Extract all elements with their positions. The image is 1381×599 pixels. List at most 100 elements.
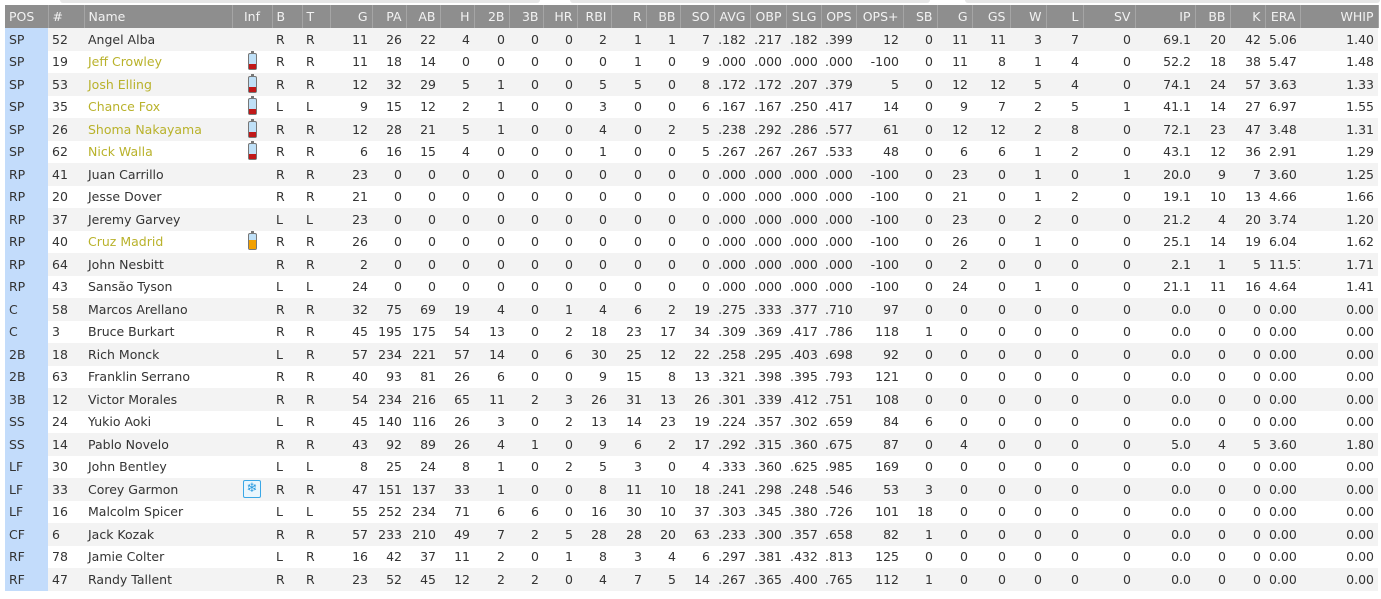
table-row[interactable]: LF 16 Malcolm Spicer L L 55 252 234 71 6 6 0 16 30 10 3…: [5, 500, 1378, 523]
table-row[interactable]: LF 30 John Bentley L L 8 25 24 8 1 0 2 5 3 0 4.333.360.…: [5, 455, 1378, 478]
table-row[interactable]: RP 37 Jeremy Garvey L L 23 0 0 0 0 0 0 0 0 0 0.000.000.…: [5, 208, 1378, 231]
player-name-link[interactable]: Angel Alba: [84, 28, 232, 51]
player-name-link[interactable]: Bruce Burkart: [84, 320, 232, 343]
column-header-g[interactable]: G: [330, 5, 373, 28]
player-name-link[interactable]: Corey Garmon: [84, 478, 232, 501]
column-header-inf[interactable]: Inf: [232, 5, 273, 28]
player-name-link[interactable]: John Bentley: [84, 455, 232, 478]
battery-low-icon[interactable]: [247, 118, 257, 138]
battery-low-icon[interactable]: [247, 73, 257, 93]
column-header-era[interactable]: ERA: [1265, 5, 1301, 28]
table-row[interactable]: C 58 Marcos Arellano R R 32 75 69 19 4 0 1 4 6 2 19.275…: [5, 298, 1378, 321]
table-row[interactable]: SS 14 Pablo Novelo R R 43 92 89 26 4 1 0 9 6 2 17.292.3…: [5, 433, 1378, 456]
table-row[interactable]: CF 6 Jack Kozak R R 57 233 210 49 7 2 5 28 28 20 63.233…: [5, 523, 1378, 546]
player-name-link[interactable]: Juan Carrillo: [84, 163, 232, 186]
tab[interactable]: [60, 0, 540, 3]
column-header-2b[interactable]: 2B: [474, 5, 510, 28]
column-header-w[interactable]: W: [1010, 5, 1047, 28]
battery-low-icon[interactable]: [247, 51, 257, 71]
stat-3b-cell: 2: [509, 388, 543, 411]
column-header-rbi[interactable]: RBI: [577, 5, 612, 28]
table-row[interactable]: RP 40 Cruz Madrid R R 26 0 0 0 0 0 0 0 0 0 0.000.000.00…: [5, 230, 1378, 253]
column-header-b[interactable]: B: [272, 5, 303, 28]
player-name-link[interactable]: Chance Fox: [84, 95, 232, 118]
column-header-r[interactable]: R: [611, 5, 647, 28]
table-row[interactable]: RF 78 Jamie Colter L R 16 42 37 11 2 0 1 8 3 4 6.297.38…: [5, 545, 1378, 568]
table-row[interactable]: 3B 12 Victor Morales R R 54 234 216 65 11 2 3 26 31 13…: [5, 388, 1378, 411]
player-name-link[interactable]: Nick Walla: [84, 140, 232, 163]
column-header-whip[interactable]: WHIP: [1300, 5, 1379, 28]
stat-pa-cell: 15: [372, 95, 406, 118]
snowflake-icon[interactable]: ❄: [243, 480, 261, 499]
column-header-ip[interactable]: IP: [1135, 5, 1196, 28]
tab[interactable]: [965, 0, 1380, 3]
column-header-[interactable]: #: [48, 5, 85, 28]
table-row[interactable]: RP 43 Sansão Tyson L L 24 0 0 0 0 0 0 0 0 0 0.000.000.0…: [5, 275, 1378, 298]
stat-2b-cell: 0: [474, 185, 509, 208]
table-row[interactable]: RP 64 John Nesbitt R R 2 0 0 0 0 0 0 0 0 0 0.000.000.00…: [5, 253, 1378, 276]
column-header-gs[interactable]: GS: [972, 5, 1011, 28]
battery-low-icon[interactable]: [247, 141, 257, 161]
table-row[interactable]: LF 33 Corey Garmon ❄ R R 47 151 137 33 1 0 0 8 11 10 18.…: [5, 478, 1378, 501]
column-header-ops[interactable]: OPS: [821, 5, 857, 28]
column-header-pos[interactable]: POS: [5, 5, 49, 28]
player-name-link[interactable]: Victor Morales: [84, 388, 232, 411]
column-header-name[interactable]: Name: [84, 5, 233, 28]
player-name-link[interactable]: Cruz Madrid: [84, 230, 232, 253]
stat-rbi-cell: 18: [577, 320, 611, 343]
table-row[interactable]: RF 47 Randy Tallent R R 23 52 45 12 2 2 0 4 7 5 14.267.…: [5, 568, 1378, 591]
player-name-link[interactable]: Randy Tallent: [84, 568, 232, 591]
player-name-link[interactable]: Sansão Tyson: [84, 275, 232, 298]
battery-mid-icon[interactable]: [247, 231, 257, 251]
table-row[interactable]: SS 24 Yukio Aoki L R 45 140 116 26 3 0 2 13 14 23 19.22…: [5, 410, 1378, 433]
player-name-link[interactable]: Yukio Aoki: [84, 410, 232, 433]
player-name-link[interactable]: Marcos Arellano: [84, 298, 232, 321]
table-row[interactable]: SP 53 Josh Elling R R 12 32 29 5 1 0 0 5 5 0 8.172.172.…: [5, 73, 1378, 96]
column-header-pa[interactable]: PA: [372, 5, 407, 28]
player-name-link[interactable]: Pablo Novelo: [84, 433, 232, 456]
table-row[interactable]: 2B 63 Franklin Serrano R R 40 93 81 26 6 0 0 9 15 8 13.…: [5, 365, 1378, 388]
table-row[interactable]: SP 52 Angel Alba R R 11 26 22 4 0 0 0 2 1 1 7.182.217.1…: [5, 28, 1378, 51]
player-name-link[interactable]: Josh Elling: [84, 73, 232, 96]
player-name-link[interactable]: Jeremy Garvey: [84, 208, 232, 231]
table-row[interactable]: SP 35 Chance Fox L L 9 15 12 2 1 0 0 3 0 0 6.167.167.25…: [5, 95, 1378, 118]
column-header-h[interactable]: H: [440, 5, 475, 28]
battery-low-icon[interactable]: [247, 96, 257, 116]
column-header-avg[interactable]: AVG: [714, 5, 751, 28]
column-header-obp[interactable]: OBP: [750, 5, 787, 28]
table-row[interactable]: RP 20 Jesse Dover R R 21 0 0 0 0 0 0 0 0 0 0.000.000.00…: [5, 185, 1378, 208]
table-row[interactable]: C 3 Bruce Burkart R R 45 195 175 54 13 0 2 18 23 17 34.…: [5, 320, 1378, 343]
stat-whip-cell: 1.66: [1300, 185, 1378, 208]
table-row[interactable]: RP 41 Juan Carrillo R R 23 0 0 0 0 0 0 0 0 0 0.000.000.…: [5, 163, 1378, 186]
player-name-link[interactable]: John Nesbitt: [84, 253, 232, 276]
table-row[interactable]: 2B 18 Rich Monck L R 57 234 221 57 14 0 6 30 25 12 22.2…: [5, 343, 1378, 366]
column-header-l[interactable]: L: [1046, 5, 1084, 28]
player-name-link[interactable]: Shoma Nakayama: [84, 118, 232, 141]
column-header-3b[interactable]: 3B: [509, 5, 544, 28]
column-header-k[interactable]: K: [1230, 5, 1266, 28]
info-cell: [232, 433, 272, 456]
player-name-link[interactable]: Jack Kozak: [84, 523, 232, 546]
column-header-t[interactable]: T: [302, 5, 331, 28]
table-row[interactable]: SP 62 Nick Walla R R 6 16 15 4 0 0 0 1 0 0 5.267.267.26…: [5, 140, 1378, 163]
table-row[interactable]: SP 19 Jeff Crowley R R 11 18 14 0 0 0 0 0 1 0 9.000.000…: [5, 50, 1378, 73]
player-name-link[interactable]: Jesse Dover: [84, 185, 232, 208]
column-header-slg[interactable]: SLG: [786, 5, 822, 28]
table-row[interactable]: SP 26 Shoma Nakayama R R 12 28 21 5 1 0 0 4 0 2 5.238.2…: [5, 118, 1378, 141]
column-header-sv[interactable]: SV: [1083, 5, 1136, 28]
column-header-ops[interactable]: OPS+: [856, 5, 904, 28]
column-header-hr[interactable]: HR: [543, 5, 578, 28]
stat-b-cell: L: [272, 343, 302, 366]
tab[interactable]: [570, 0, 930, 3]
column-header-so[interactable]: SO: [680, 5, 715, 28]
column-header-bb[interactable]: BB: [1195, 5, 1231, 28]
column-header-bb[interactable]: BB: [646, 5, 681, 28]
player-name-link[interactable]: Rich Monck: [84, 343, 232, 366]
column-header-sb[interactable]: SB: [903, 5, 938, 28]
column-header-g[interactable]: G: [937, 5, 973, 28]
player-name-link[interactable]: Jamie Colter: [84, 545, 232, 568]
player-name-link[interactable]: Malcolm Spicer: [84, 500, 232, 523]
player-name-link[interactable]: Jeff Crowley: [84, 50, 232, 73]
player-name-link[interactable]: Franklin Serrano: [84, 365, 232, 388]
column-header-ab[interactable]: AB: [406, 5, 441, 28]
